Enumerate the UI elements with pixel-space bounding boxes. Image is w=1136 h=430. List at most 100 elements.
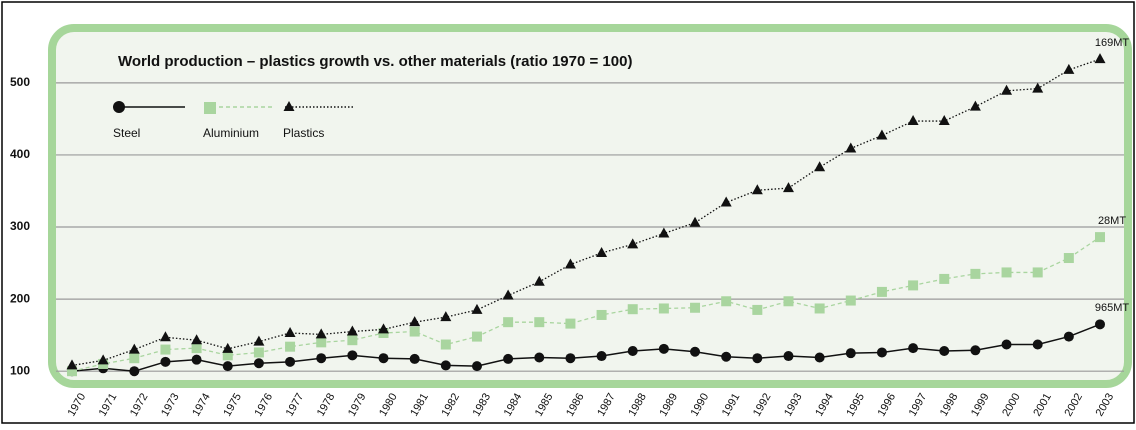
data-point [534, 352, 545, 363]
data-point [752, 304, 763, 315]
data-point [1032, 82, 1044, 93]
data-point [596, 309, 607, 320]
data-point [316, 337, 327, 348]
data-point [347, 335, 358, 346]
data-point [378, 353, 389, 364]
data-point [814, 161, 826, 172]
y-tick-label: 500 [10, 75, 30, 89]
data-point [690, 302, 701, 313]
chart-title: World production – plastics growth vs. o… [118, 53, 632, 70]
data-point [721, 351, 732, 362]
legend-marker [283, 101, 295, 111]
data-point [191, 334, 203, 345]
data-point [1063, 63, 1075, 74]
data-point [534, 317, 545, 328]
data-point [1063, 331, 1074, 342]
legend-marker [204, 102, 216, 114]
data-point [253, 358, 264, 369]
data-point [160, 344, 171, 355]
legend-label: Aluminium [203, 126, 259, 140]
data-point [533, 275, 545, 286]
data-point [908, 343, 919, 354]
data-point [191, 343, 202, 354]
series-line [71, 323, 1101, 372]
data-point [845, 295, 856, 306]
data-point [1063, 253, 1074, 264]
data-point [1001, 267, 1012, 278]
end-label: 28MT [1098, 215, 1126, 227]
data-point [440, 339, 451, 350]
data-point [627, 238, 639, 249]
data-point [627, 346, 638, 357]
legend-marker [113, 101, 125, 113]
data-point [471, 361, 482, 372]
data-point [876, 347, 887, 358]
data-point [409, 353, 420, 364]
data-point [253, 347, 264, 358]
data-point [503, 353, 514, 364]
data-point [689, 216, 701, 227]
data-point [285, 356, 296, 367]
data-point [191, 354, 202, 365]
data-point [720, 196, 732, 207]
data-point [222, 342, 234, 353]
y-tick-label: 200 [10, 291, 30, 305]
data-point [783, 296, 794, 307]
data-point [502, 289, 514, 300]
data-point [67, 366, 77, 377]
data-point [969, 100, 981, 111]
data-point [253, 335, 265, 346]
data-point [284, 326, 296, 337]
data-point [66, 359, 78, 370]
data-point [1095, 319, 1105, 330]
data-point [564, 258, 576, 269]
data-point [471, 303, 483, 314]
data-point [876, 286, 887, 297]
data-point [316, 353, 327, 364]
data-point [471, 331, 482, 342]
data-point [596, 351, 607, 362]
data-point [409, 316, 421, 327]
data-point [440, 311, 452, 322]
data-point [658, 343, 669, 354]
data-point [565, 318, 576, 329]
legend-label: Steel [113, 126, 140, 140]
data-point [908, 280, 919, 291]
data-point [596, 246, 608, 257]
data-point [129, 353, 140, 364]
data-point [782, 182, 794, 193]
data-point [814, 352, 825, 363]
data-point [1001, 339, 1012, 350]
data-point [938, 115, 950, 126]
data-point [658, 227, 670, 238]
data-point [222, 361, 233, 372]
data-point [222, 350, 233, 361]
series-line [71, 58, 1101, 367]
data-point [1001, 84, 1013, 95]
data-point [783, 351, 794, 362]
data-point [1094, 53, 1106, 64]
data-point [970, 345, 981, 356]
end-label: 965MT [1095, 302, 1130, 314]
data-point [876, 129, 888, 140]
y-tick-label: 400 [10, 147, 30, 161]
data-point [845, 348, 856, 359]
data-point [440, 360, 451, 371]
series-line [71, 236, 1101, 372]
data-point [160, 356, 171, 367]
end-label: 169MT [1095, 37, 1130, 49]
data-point [346, 325, 358, 336]
data-point [1095, 232, 1105, 243]
data-point [721, 296, 732, 307]
data-point [347, 350, 358, 361]
data-point [378, 323, 390, 334]
y-tick-label: 100 [10, 363, 30, 377]
y-tick-label: 300 [10, 219, 30, 233]
data-point [1032, 339, 1043, 350]
plot-frame [48, 24, 1132, 388]
data-point [814, 303, 825, 314]
data-point [690, 346, 701, 357]
data-point [1032, 267, 1043, 278]
data-point [159, 331, 171, 342]
data-point [565, 353, 576, 364]
